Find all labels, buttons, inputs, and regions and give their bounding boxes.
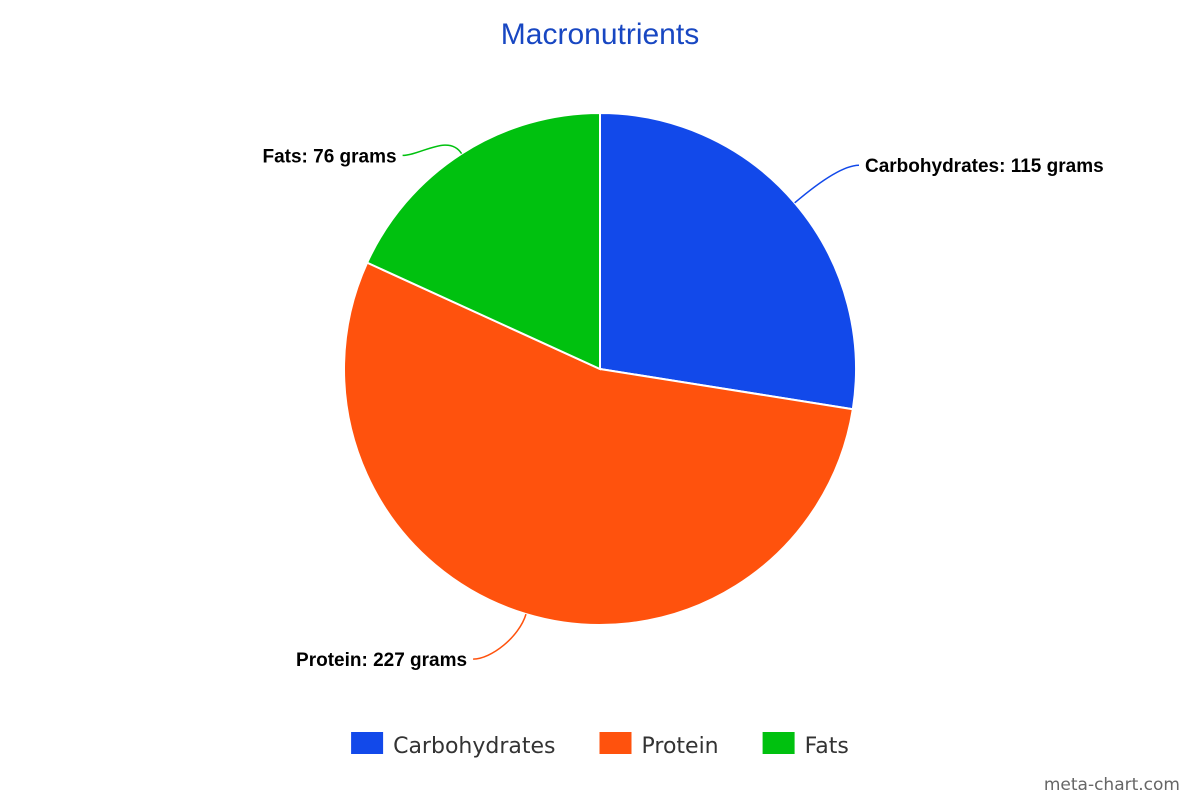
legend-swatch-carbohydrates[interactable] <box>351 732 384 754</box>
connector-fats <box>402 144 463 157</box>
slice-carbohydrates <box>599 111 857 411</box>
legend: Carbohydrates Protein Fats <box>351 732 849 759</box>
legend-label-fats[interactable]: Fats <box>805 734 849 759</box>
legend-swatch-fats[interactable] <box>762 732 795 754</box>
pie-slices <box>343 111 857 626</box>
legend-label-protein[interactable]: Protein <box>642 734 719 759</box>
data-label-protein: Protein: 227 grams <box>296 650 467 671</box>
data-labels: Carbohydrates: 115 grams Protein: 227 gra… <box>262 146 1103 671</box>
slice-fats <box>365 111 601 371</box>
legend-label-carbohydrates[interactable]: Carbohydrates <box>393 734 555 759</box>
data-label-fats: Fats: 76 grams <box>262 146 396 167</box>
label-connectors <box>402 144 860 660</box>
legend-swatch-protein[interactable] <box>599 732 632 754</box>
connector-protein <box>473 613 527 660</box>
data-label-carbohydrates: Carbohydrates: 115 grams <box>865 156 1104 177</box>
chart-title: Macronutrients <box>501 18 699 51</box>
slice-protein <box>343 261 854 626</box>
credit-text: meta-chart.com <box>1044 775 1180 795</box>
connector-carbohydrates <box>794 164 860 204</box>
